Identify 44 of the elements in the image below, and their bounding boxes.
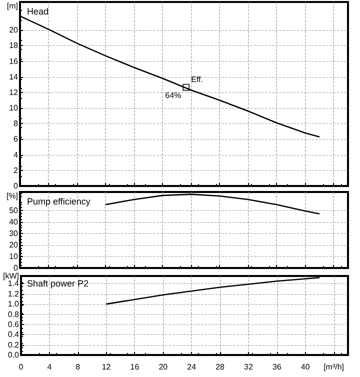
x-tick-label: 20 (158, 362, 168, 372)
y-tick-label: 0.4 (8, 330, 20, 340)
y-tick-label: 50 (9, 206, 19, 215)
y-tick-label: 0 (14, 182, 19, 190)
y-tick-label: 1.4 (8, 279, 20, 288)
y-tick-label: 20 (9, 240, 19, 250)
x-tick-label: [m³/h] (324, 362, 344, 372)
y-tick-label: 18 (9, 41, 19, 50)
annotation: 64% (165, 90, 182, 100)
chart-title: Shaft power P2 (27, 278, 89, 288)
x-tick-label: 32 (244, 362, 254, 372)
y-tick-label: 1.2 (8, 289, 20, 298)
x-tick-label: 8 (76, 362, 81, 372)
y-tick-label: 1.0 (8, 300, 20, 309)
y-tick-label: 0.2 (8, 340, 20, 350)
y-tick-label: 8 (14, 119, 19, 128)
y-tick-label: 20 (9, 26, 19, 35)
x-tick-label: 24 (187, 362, 197, 372)
y-tick-label: 0 (14, 264, 19, 272)
y-tick-label: 2 (14, 166, 19, 175)
x-tick-label: 12 (102, 362, 112, 372)
y-axis-title: [m] (6, 2, 18, 10)
y-tick-label: 0.0 (8, 350, 20, 360)
annotation: Eff. (191, 74, 203, 84)
y-tick-label: 30 (9, 228, 19, 238)
x-tick-label: 36 (272, 362, 282, 372)
x-tick-label: 4 (47, 362, 52, 372)
y-tick-label: 4 (14, 150, 19, 160)
y-axis-title: [kW] (2, 271, 19, 280)
x-tick-label: 40 (300, 362, 310, 372)
x-tick-label: 16 (130, 362, 140, 372)
y-tick-label: 14 (9, 72, 19, 82)
y-tick-label: 10 (9, 252, 19, 261)
y-tick-label: 0.6 (8, 320, 20, 329)
y-tick-label: 40 (9, 217, 19, 226)
x-tick-label: 28 (216, 362, 226, 372)
text: Pump efficiency (27, 196, 91, 206)
y-tick-label: 0.8 (8, 310, 20, 319)
y-tick-label: 6 (14, 134, 19, 144)
y-axis-title: [%] (6, 192, 18, 200)
text: Head (27, 6, 49, 16)
y-tick-label: 16 (9, 56, 19, 66)
y-tick-label: 12 (9, 88, 19, 97)
y-tick-label: 10 (9, 104, 19, 113)
